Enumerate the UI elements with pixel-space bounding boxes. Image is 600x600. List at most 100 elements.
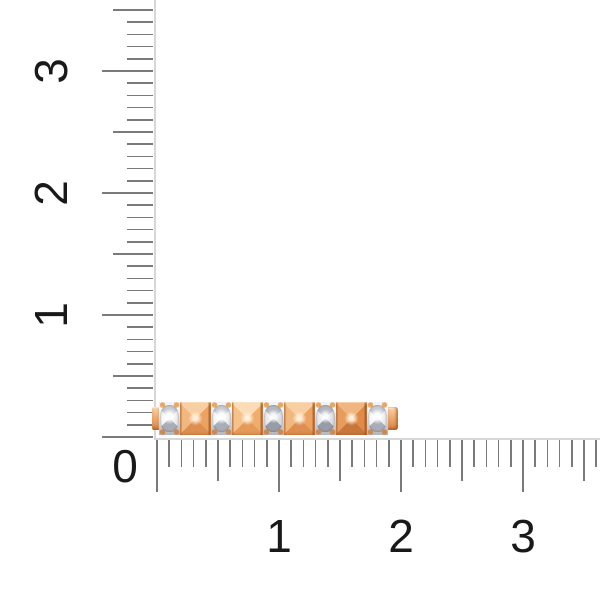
horizontal-ruler-tick-medium [461, 440, 463, 481]
vertical-ruler-tick-medium [113, 375, 153, 377]
vertical-ruler-tick-minor [127, 94, 153, 97]
vertical-ruler-tick-minor [127, 363, 153, 365]
horizontal-ruler-tick-minor [302, 440, 305, 467]
ring-segment-gold-pyramid [232, 402, 263, 435]
vertical-ruler-tick-minor [127, 106, 153, 109]
ring-segment-gold-pyramid [336, 402, 367, 435]
horizontal-ruler-number-3: 3 [510, 510, 536, 562]
ruler-number-0: 0 [112, 440, 138, 492]
horizontal-ruler-tick-minor [192, 440, 195, 467]
horizontal-ruler-tick-medium [583, 440, 585, 481]
vertical-ruler-tick-medium [113, 9, 153, 11]
ring-segment-diamond [159, 402, 180, 435]
vertical-ruler-tick-major [102, 314, 153, 316]
ring-segment-diamond [315, 402, 336, 435]
vertical-ruler-tick-minor [127, 411, 153, 414]
horizontal-ruler-tick-minor [412, 440, 414, 467]
ring-end-tab-right [388, 407, 398, 430]
vertical-ruler-tick-minor [127, 216, 153, 219]
vertical-ruler-tick-major [102, 70, 153, 72]
horizontal-ruler-tick-minor [266, 440, 268, 467]
vertical-ruler-tick-minor [127, 58, 153, 60]
horizontal-ruler-tick-minor [327, 440, 329, 467]
horizontal-ruler-tick-minor [595, 440, 597, 467]
horizontal-ruler-tick-minor [546, 440, 549, 467]
horizontal-ruler-tick-medium [339, 440, 341, 481]
horizontal-ruler-tick-minor [424, 440, 427, 467]
vertical-ruler-tick-minor [127, 326, 153, 328]
horizontal-ruler-tick-medium [217, 440, 219, 481]
diamond-stone [368, 405, 387, 432]
horizontal-ruler-tick-minor [497, 440, 500, 467]
vertical-ruler-tick-minor [127, 350, 153, 353]
diamond-stone [316, 405, 335, 432]
ring-segment-diamond [263, 402, 284, 435]
vertical-ruler-tick-minor [127, 302, 153, 304]
vertical-ruler-tick-minor [127, 82, 153, 84]
horizontal-ruler-baseline [155, 438, 600, 440]
horizontal-ruler-tick-minor [168, 440, 170, 467]
horizontal-ruler-tick-major [522, 440, 524, 492]
diamond-stone [160, 405, 179, 432]
vertical-ruler-tick-minor [127, 204, 153, 206]
vertical-ruler-tick-minor [127, 228, 153, 231]
horizontal-ruler-tick-minor [290, 440, 292, 467]
vertical-ruler-number-3: 3 [25, 58, 77, 84]
vertical-ruler-tick-minor [127, 289, 153, 292]
ring-segment-diamond [367, 402, 388, 435]
vertical-ruler-tick-minor [127, 33, 153, 36]
vertical-ruler-tick-minor [127, 155, 153, 158]
horizontal-ruler-tick-minor [485, 440, 488, 467]
ring-segment-gold-pyramid [180, 402, 211, 435]
diamond-stone [212, 405, 231, 432]
vertical-ruler-tick-minor [127, 143, 153, 145]
vertical-ruler-tick-minor [127, 241, 153, 243]
horizontal-ruler-number-2: 2 [388, 510, 414, 562]
vertical-ruler-tick-minor [127, 387, 153, 389]
ring-end-tab-left [152, 407, 159, 430]
vertical-ruler-tick-minor [127, 21, 153, 23]
horizontal-ruler-tick-minor [473, 440, 475, 467]
horizontal-ruler-tick-minor [510, 440, 512, 467]
vertical-ruler-tick-minor [127, 45, 153, 48]
horizontal-ruler-tick-minor [241, 440, 244, 467]
horizontal-ruler-tick-minor [314, 440, 317, 467]
diamond-stone [264, 405, 283, 432]
vertical-ruler-tick-minor [127, 399, 153, 402]
vertical-ruler-tick-minor [127, 338, 153, 341]
horizontal-ruler-tick-minor [449, 440, 451, 467]
vertical-ruler-tick-minor [127, 180, 153, 182]
vertical-ruler-number-1: 1 [25, 302, 77, 328]
vertical-ruler-tick-minor [127, 424, 153, 426]
horizontal-ruler-tick-minor [363, 440, 366, 467]
horizontal-ruler-tick-minor [436, 440, 439, 467]
horizontal-ruler-tick-minor [180, 440, 183, 467]
vertical-ruler-tick-medium [113, 253, 153, 255]
horizontal-ruler-tick-major [278, 440, 280, 492]
vertical-ruler-tick-minor [127, 277, 153, 280]
horizontal-ruler-tick-minor [253, 440, 256, 467]
vertical-ruler-tick-medium [113, 131, 153, 133]
vertical-ruler-baseline [154, 0, 156, 440]
vertical-ruler-tick-major [102, 192, 153, 194]
horizontal-ruler-tick-major [400, 440, 402, 492]
horizontal-ruler-tick-minor [375, 440, 378, 467]
horizontal-ruler-tick-minor [571, 440, 573, 467]
ring-segment-gold-pyramid [284, 402, 315, 435]
horizontal-ruler-tick-minor [534, 440, 536, 467]
horizontal-ruler-tick-minor [205, 440, 207, 467]
horizontal-ruler-tick-major [156, 440, 158, 492]
ring-band [152, 402, 398, 435]
horizontal-ruler-number-1: 1 [266, 510, 292, 562]
horizontal-ruler-tick-minor [558, 440, 561, 467]
horizontal-ruler-tick-minor [388, 440, 390, 467]
vertical-ruler-number-2: 2 [25, 180, 77, 206]
vertical-ruler-tick-minor [127, 119, 153, 121]
vertical-ruler-tick-major [102, 436, 153, 438]
horizontal-ruler-tick-minor [351, 440, 353, 467]
ring-segment-diamond [211, 402, 232, 435]
vertical-ruler-tick-minor [127, 167, 153, 170]
horizontal-ruler-tick-minor [229, 440, 231, 467]
vertical-ruler-tick-minor [127, 265, 153, 267]
